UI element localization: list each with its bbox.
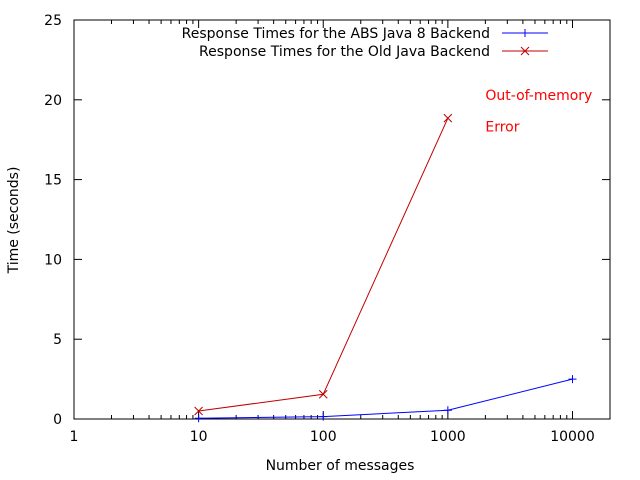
data-point-0-2 — [443, 406, 452, 415]
legend-marker-0 — [521, 29, 529, 37]
series-line-1 — [198, 117, 449, 412]
y-tick-label: 15 — [44, 173, 62, 189]
x-axis-ticks: 1 10 100 1000 10000 — [70, 20, 611, 445]
y-tick-label: 0 — [53, 412, 62, 428]
plot-frame — [73, 19, 611, 420]
legend-label-1: Response Times for the Old Java Backend — [199, 44, 490, 60]
data-point-1-0 — [194, 406, 203, 416]
data-point-1-1 — [318, 389, 328, 399]
x-axis-label: Number of messages — [266, 458, 415, 474]
series-line-0 — [198, 378, 573, 419]
x-tick-label: 1000 — [430, 429, 466, 445]
x-tick-label: 100 — [310, 429, 337, 445]
legend: Response Times for the ABS Java 8 Backen… — [182, 26, 548, 60]
legend-label-0: Response Times for the ABS Java 8 Backen… — [182, 26, 490, 42]
annotation-1: Error — [485, 120, 519, 136]
series-1 — [194, 113, 453, 416]
data-point-0-3 — [568, 375, 577, 384]
data-point-0-0 — [194, 414, 203, 423]
series-layer — [194, 113, 577, 423]
y-tick-label: 5 — [53, 332, 62, 348]
legend-marker-1 — [520, 46, 530, 56]
y-axis-ticks: 0 5 10 15 20 25 — [44, 13, 610, 428]
y-axis-label: Time (seconds) — [6, 167, 22, 275]
annotation-0: Out-of-memory — [485, 88, 592, 104]
data-point-1-2 — [443, 113, 453, 123]
x-tick-label: 10000 — [550, 429, 595, 445]
x-tick-label: 1 — [70, 429, 79, 445]
y-tick-label: 20 — [44, 93, 62, 109]
y-tick-label: 10 — [44, 252, 62, 268]
annotations: Out-of-memory Error — [485, 88, 592, 136]
data-point-0-1 — [319, 412, 328, 421]
series-0 — [194, 375, 577, 423]
x-tick-label: 10 — [190, 429, 208, 445]
y-tick-label: 25 — [44, 13, 62, 29]
